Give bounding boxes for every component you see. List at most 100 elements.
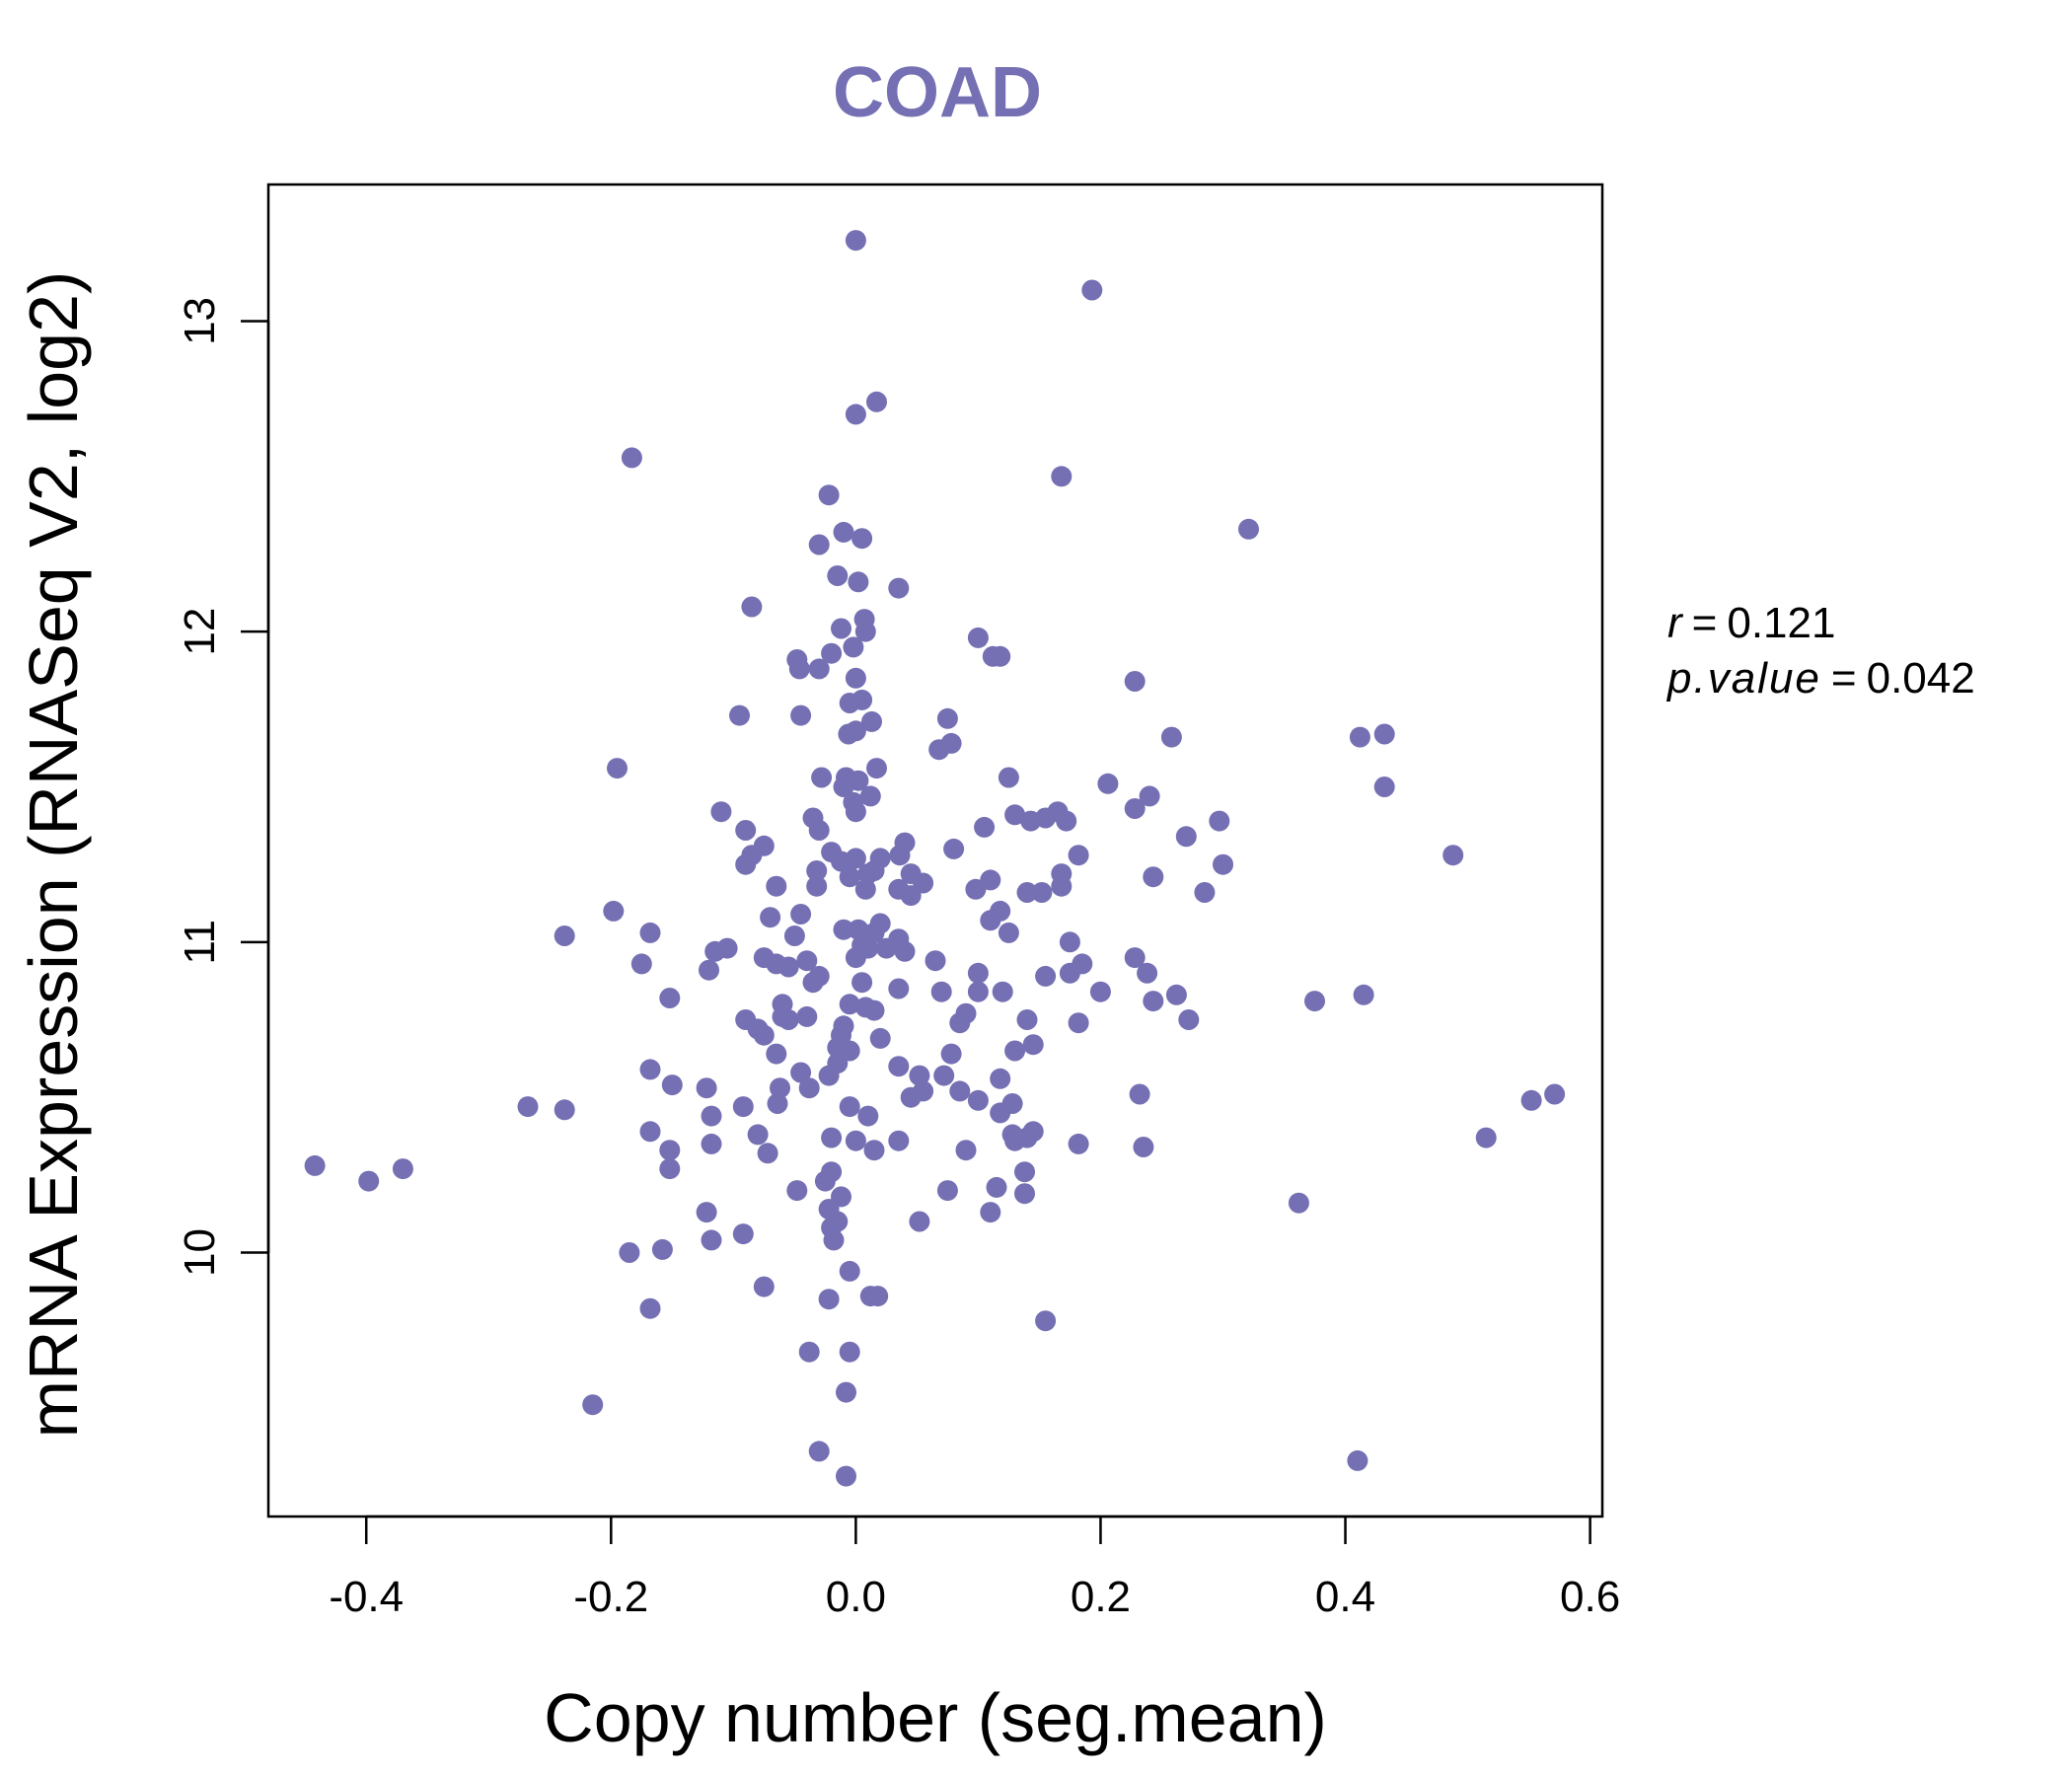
data-point	[741, 596, 763, 618]
data-point	[582, 1394, 604, 1416]
data-point	[1129, 1083, 1150, 1105]
data-point	[770, 1077, 790, 1099]
data-point	[639, 922, 661, 943]
data-point	[900, 885, 922, 907]
data-point	[1178, 1009, 1200, 1030]
data-point	[1373, 723, 1395, 745]
p-label: p.value	[1665, 654, 1821, 703]
data-point	[619, 1242, 640, 1263]
data-point	[806, 860, 828, 881]
data-point	[1475, 1127, 1497, 1148]
data-point	[798, 1077, 820, 1099]
data-point	[696, 1202, 717, 1223]
x-tick-label: -0.2	[573, 1573, 648, 1621]
data-point	[836, 1465, 856, 1487]
data-point	[990, 1068, 1011, 1089]
plot-frame	[266, 183, 1604, 1518]
x-tick-label: -0.4	[329, 1573, 404, 1621]
data-point	[845, 404, 866, 425]
data-point	[888, 978, 910, 999]
r-label: r	[1667, 599, 1684, 647]
data-point	[967, 627, 989, 648]
data-point	[1031, 882, 1053, 903]
data-point	[607, 758, 628, 779]
data-point	[760, 907, 781, 928]
data-point	[1133, 1137, 1154, 1157]
data-point	[833, 521, 854, 543]
data-point	[857, 863, 879, 885]
data-point	[1035, 807, 1057, 829]
data-point	[808, 534, 830, 555]
data-point	[767, 1093, 788, 1114]
data-point	[651, 1238, 673, 1260]
data-point	[392, 1158, 413, 1180]
data-point	[974, 816, 996, 838]
data-point	[965, 878, 987, 900]
data-point	[1544, 1083, 1566, 1105]
data-point	[980, 869, 1001, 891]
data-point	[517, 1096, 539, 1118]
data-point	[888, 577, 910, 599]
data-point	[1124, 798, 1146, 819]
data-point	[857, 1105, 879, 1127]
data-point	[1349, 726, 1370, 748]
data-point	[821, 642, 843, 664]
data-point	[701, 1133, 722, 1154]
data-point	[766, 1043, 787, 1065]
data-point	[949, 1080, 971, 1102]
data-point	[639, 1297, 661, 1319]
data-point	[766, 875, 787, 897]
data-point	[788, 658, 810, 680]
data-point	[869, 1027, 891, 1049]
data-point	[747, 1124, 769, 1146]
y-tick-label: 12	[176, 608, 224, 656]
data-point	[851, 689, 873, 710]
data-point	[304, 1154, 326, 1176]
data-point	[998, 922, 1019, 943]
data-point	[982, 645, 1003, 667]
data-point	[716, 937, 738, 959]
r-value: 0.121	[1727, 599, 1835, 647]
data-point	[818, 1289, 840, 1310]
data-point	[933, 1065, 955, 1086]
data-point	[732, 1223, 754, 1245]
data-point	[1001, 1124, 1023, 1146]
data-point	[866, 758, 887, 779]
data-point	[839, 1096, 860, 1118]
data-point	[845, 720, 866, 742]
x-tick-label: 0.6	[1560, 1573, 1620, 1621]
data-point	[833, 777, 854, 797]
data-point	[990, 1102, 1011, 1124]
data-point	[554, 1099, 575, 1121]
y-tick-label: 13	[176, 297, 224, 345]
data-point	[1016, 882, 1038, 903]
data-point	[814, 1170, 836, 1192]
y-axis: 10 11 12 13	[176, 297, 270, 1277]
data-point	[936, 707, 958, 729]
data-point	[851, 972, 873, 994]
p-value: 0.042	[1867, 654, 1975, 703]
data-point	[790, 904, 812, 925]
data-point	[845, 947, 866, 969]
data-point	[839, 994, 860, 1015]
x-tick-label: 0.4	[1315, 1573, 1375, 1621]
data-point	[1035, 1310, 1057, 1332]
data-point	[888, 1130, 910, 1151]
data-point	[1347, 1449, 1369, 1471]
data-point	[639, 1059, 661, 1080]
x-tick-label: 0.0	[826, 1573, 886, 1621]
data-point	[980, 1202, 1001, 1223]
data-points	[304, 230, 1566, 1487]
data-point	[1022, 1121, 1044, 1143]
x-tick-label: 0.2	[1071, 1573, 1131, 1621]
x-axis-label: Copy number (seg.mean)	[544, 1679, 1327, 1756]
data-point	[992, 981, 1013, 1002]
data-point	[808, 658, 830, 680]
data-point	[1443, 845, 1464, 866]
data-point	[757, 1143, 778, 1164]
data-point	[928, 739, 950, 761]
data-point	[659, 988, 681, 1008]
data-point	[909, 1211, 930, 1232]
data-point	[798, 1341, 820, 1363]
